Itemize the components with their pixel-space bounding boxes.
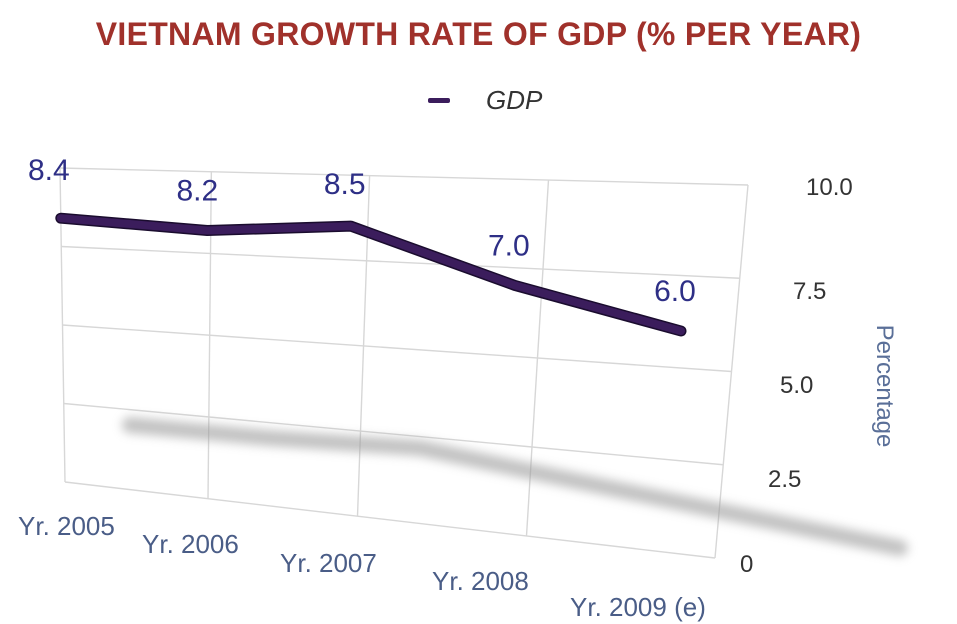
gridline-horizontal	[61, 245, 740, 279]
data-labels: 8.4 8.2 8.5 7.0 6.0	[28, 154, 696, 308]
data-label: 7.0	[488, 229, 530, 262]
x-tick-label: Yr. 2006	[142, 529, 239, 559]
gridline-horizontal	[59, 167, 749, 186]
y-tick-label: 0	[740, 551, 753, 578]
data-label: 8.4	[28, 154, 70, 187]
y-tick-label: 10.0	[806, 174, 853, 201]
x-tick-label: Yr. 2009 (e)	[570, 592, 706, 622]
x-tick-label: Yr. 2008	[432, 566, 529, 596]
chart-title: VIETNAM GROWTH RATE OF GDP (% PER YEAR)	[95, 16, 862, 52]
data-label: 6.0	[654, 275, 696, 308]
series-gdp	[55, 212, 687, 337]
legend-swatch-gdp	[428, 97, 450, 103]
legend-label-gdp: GDP	[486, 84, 543, 115]
y-tick-label: 2.5	[768, 466, 801, 493]
gridline-horizontal	[64, 481, 716, 559]
data-label: 8.5	[324, 168, 366, 201]
x-tick-label: Yr. 2005	[18, 511, 115, 541]
y-tick-label: 7.5	[793, 278, 826, 305]
gridline-horizontal	[63, 402, 724, 466]
series-gdp-shadow-path	[122, 417, 908, 556]
y-axis-ticks: 0 2.5 5.0 7.5 10.0	[740, 174, 853, 578]
line-shadow	[122, 417, 908, 556]
gridline-horizontal	[62, 324, 732, 373]
data-label: 8.2	[176, 174, 218, 207]
x-axis-ticks: Yr. 2005 Yr. 2006 Yr. 2007 Yr. 2008 Yr. 2009…	[18, 511, 706, 622]
y-tick-label: 5.0	[780, 372, 813, 399]
legend: GDP	[428, 84, 542, 116]
y-axis-title-text: Percentage	[871, 324, 898, 448]
x-tick-label: Yr. 2007	[280, 548, 377, 578]
gridline-vertical	[714, 184, 749, 559]
series-gdp-line	[56, 214, 685, 335]
